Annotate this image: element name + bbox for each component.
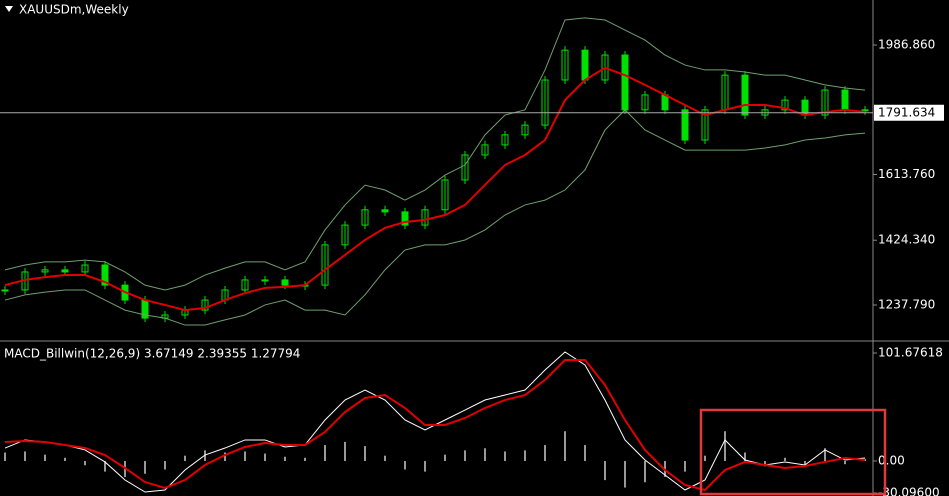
indicator-title: MACD_Billwin(12,26,9) 3.67149 2.39355 1.… (4, 347, 300, 361)
y-tick-label: 1424.340 (878, 233, 935, 247)
current-price-label: 1791.634 (878, 105, 935, 119)
dropdown-icon (5, 6, 13, 12)
y-tick-label: 1986.860 (878, 37, 935, 51)
chart-title: XAUUSDm,Weekly (19, 3, 129, 17)
y-tick-label: 0.00 (878, 453, 905, 467)
y-tick-label: 101.67618 (878, 345, 943, 359)
y-tick-label: 1613.760 (878, 167, 935, 181)
price-panel: 1986.860 1613.760 1424.340 1237.790 1791.634 (0, 17, 944, 326)
macd-panel: 101.67618 0.00 -30.09600 (4, 345, 943, 496)
indicator-line (4, 66, 866, 312)
indicator-line (4, 109, 866, 326)
y-tick-label: -30.09600 (878, 485, 940, 496)
indicator-line (4, 351, 866, 493)
y-tick-label: 1237.790 (878, 297, 935, 311)
indicator-line (4, 17, 866, 291)
indicator-line (4, 358, 866, 492)
price-label-box (874, 104, 944, 121)
highlight-box (699, 408, 887, 496)
